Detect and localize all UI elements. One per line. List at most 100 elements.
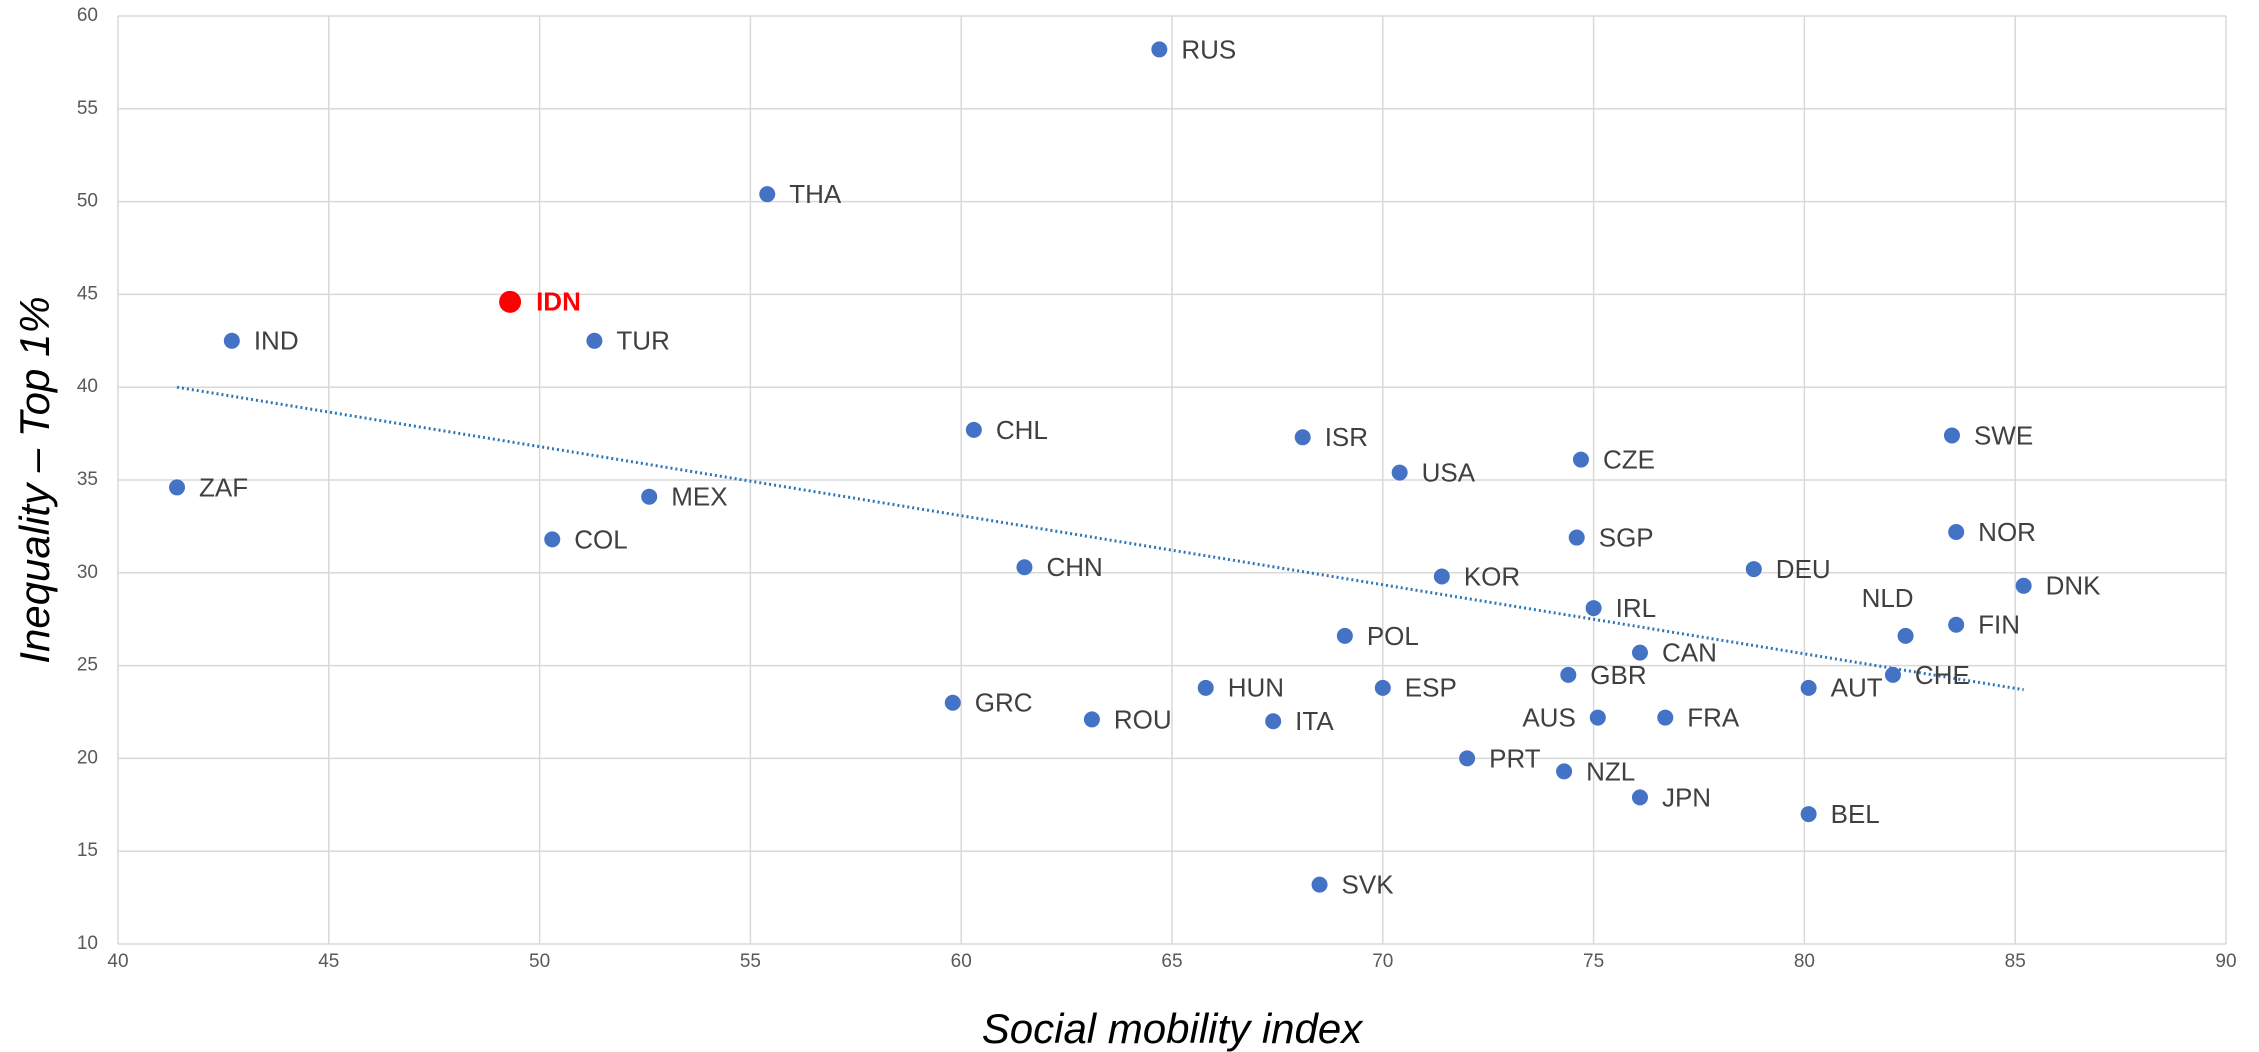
point: [499, 290, 522, 313]
x-tick-label: 45: [318, 951, 339, 972]
point-label: RUS: [1181, 34, 1236, 64]
point-label: IRL: [1616, 593, 1656, 623]
y-tick-label: 45: [77, 283, 98, 304]
y-tick-label: 20: [77, 747, 98, 768]
point-label: DNK: [2046, 571, 2102, 601]
point: [1943, 427, 1960, 444]
point-label: JPN: [1662, 782, 1711, 812]
point-label: AUT: [1831, 673, 1883, 703]
point: [1568, 529, 1585, 546]
x-tick-label: 60: [951, 951, 972, 972]
y-tick-label: 15: [77, 840, 98, 861]
x-tick-label: 75: [1583, 951, 1604, 972]
point-label: NZL: [1586, 756, 1635, 786]
point: [759, 186, 776, 203]
point: [1897, 627, 1914, 644]
point-label: MEX: [671, 482, 727, 512]
x-tick-label: 70: [1372, 951, 1393, 972]
point-label: ESP: [1405, 673, 1457, 703]
point: [1800, 679, 1817, 696]
point: [223, 332, 240, 349]
point: [1197, 679, 1214, 696]
point: [1459, 750, 1476, 767]
point: [1294, 429, 1311, 446]
point-label: BEL: [1831, 799, 1880, 829]
point: [965, 421, 982, 438]
point-label: SVK: [1342, 869, 1395, 899]
point-label: SWE: [1974, 420, 2033, 450]
point-label: GBR: [1590, 660, 1646, 690]
point: [1631, 789, 1648, 806]
point: [1657, 709, 1674, 726]
x-tick-label: 85: [2005, 951, 2026, 972]
point-label: TUR: [616, 326, 669, 356]
point: [1556, 763, 1573, 780]
point-label: CZE: [1603, 444, 1655, 474]
trendline: [176, 385, 2024, 692]
point-label: IND: [254, 326, 299, 356]
y-tick-label: 35: [77, 469, 98, 490]
point: [544, 531, 561, 548]
point-label: ROU: [1114, 704, 1172, 734]
point-label: GRC: [975, 688, 1033, 718]
point-label: CAN: [1662, 637, 1717, 667]
point-label: THA: [789, 179, 842, 209]
point: [1585, 600, 1602, 617]
point: [2015, 577, 2032, 594]
point: [1336, 627, 1353, 644]
point-label: FIN: [1978, 610, 2020, 640]
y-tick-label: 30: [77, 562, 98, 583]
point-label: DEU: [1776, 554, 1831, 584]
point: [1948, 523, 1965, 540]
point: [1374, 679, 1391, 696]
point-label: FRA: [1687, 702, 1740, 732]
point: [1151, 41, 1168, 58]
x-tick-label: 50: [529, 951, 550, 972]
x-tick-label: 40: [107, 951, 128, 972]
y-tick-label: 25: [77, 655, 98, 676]
point-label: CHN: [1046, 552, 1102, 582]
point: [1311, 876, 1328, 893]
point-label: NOR: [1978, 517, 2036, 547]
y-tick-label: 50: [77, 191, 98, 212]
point: [1948, 616, 1965, 633]
point: [1745, 561, 1762, 578]
x-tick-label: 80: [1794, 951, 1815, 972]
point: [1083, 711, 1100, 728]
point-label: POL: [1367, 621, 1419, 651]
x-tick-label: 90: [2215, 951, 2236, 972]
point-label: NLD: [1862, 583, 1914, 613]
x-axis-title: Social mobility index: [982, 1005, 1365, 1052]
point-label: ZAF: [199, 472, 248, 502]
point: [169, 479, 186, 496]
point-label: ISR: [1325, 422, 1368, 452]
point-label: USA: [1422, 457, 1476, 487]
point-label: COL: [574, 524, 627, 554]
point: [944, 694, 961, 711]
point-label: HUN: [1228, 673, 1284, 703]
point-label: ITA: [1295, 706, 1334, 736]
y-axis-title: Inequality – Top 1%: [11, 296, 58, 663]
point: [1560, 666, 1577, 683]
point-label: CHL: [996, 415, 1048, 445]
point-label: KOR: [1464, 561, 1520, 591]
point: [1265, 713, 1282, 730]
point-label: SGP: [1599, 522, 1654, 552]
point-label: CHE: [1915, 660, 1970, 690]
point: [1433, 568, 1450, 585]
point: [1589, 709, 1606, 726]
y-tick-label: 60: [77, 5, 98, 26]
x-tick-label: 65: [1161, 951, 1182, 972]
point-label: AUS: [1522, 702, 1575, 732]
y-tick-label: 55: [77, 98, 98, 119]
point-label: IDN: [536, 287, 581, 317]
point: [1016, 559, 1033, 576]
point: [586, 332, 603, 349]
x-tick-label: 55: [740, 951, 761, 972]
point: [1572, 451, 1589, 468]
y-tick-label: 40: [77, 376, 98, 397]
point: [1884, 666, 1901, 683]
point: [641, 488, 658, 505]
point: [1391, 464, 1408, 481]
point-label: PRT: [1489, 743, 1541, 773]
